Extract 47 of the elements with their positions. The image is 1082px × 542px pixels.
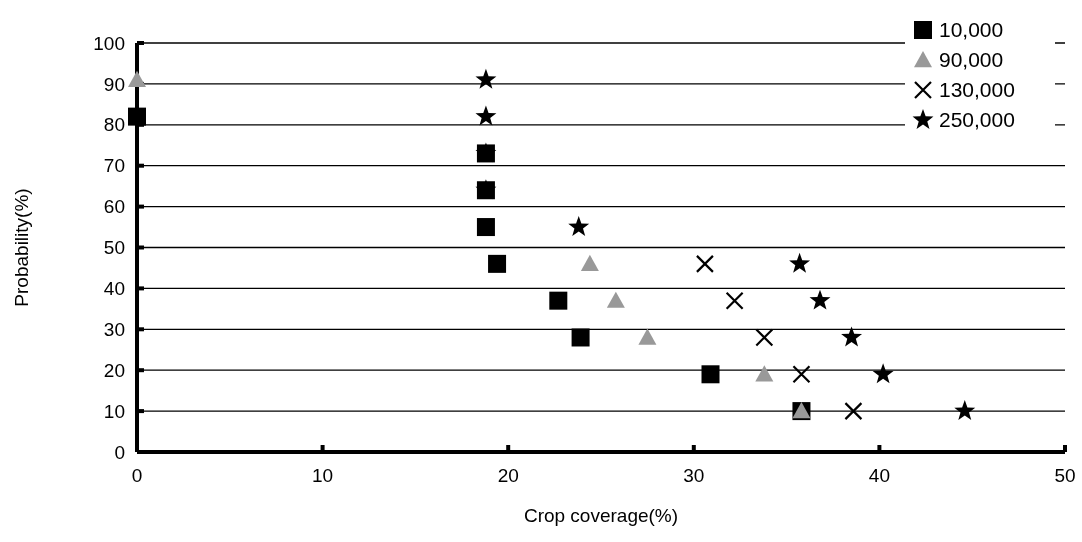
x-axis-title: Crop coverage(%)	[523, 505, 679, 526]
point	[872, 363, 894, 384]
y-tick-label: 10	[103, 400, 125, 422]
y-tick-label: 70	[103, 155, 125, 177]
point	[475, 68, 497, 89]
legend-label: 250,000	[939, 108, 1015, 132]
point	[792, 365, 811, 384]
point	[475, 105, 497, 126]
point	[789, 252, 811, 273]
x-tick-label: 40	[868, 465, 890, 486]
point	[488, 254, 507, 273]
point	[725, 291, 744, 310]
legend-label: 130,000	[939, 78, 1015, 102]
point	[128, 107, 146, 126]
x-tick-label: 10	[312, 465, 334, 486]
point	[606, 291, 625, 308]
x-tick-label: 50	[1054, 465, 1076, 486]
point	[571, 328, 590, 347]
point	[755, 328, 774, 347]
point	[580, 254, 599, 272]
point	[695, 254, 715, 273]
legend-label: 10,000	[939, 18, 1004, 42]
x-tick-label: 0	[131, 465, 143, 486]
point	[568, 216, 590, 236]
y-tick-label: 30	[103, 318, 125, 340]
point	[638, 328, 657, 345]
point	[128, 70, 146, 88]
point	[954, 400, 976, 420]
x-tick-label: 20	[497, 465, 519, 486]
point	[549, 291, 568, 310]
x-tick-label: 30	[683, 465, 705, 486]
point	[755, 365, 774, 382]
y-tick-label: 40	[103, 278, 125, 300]
point	[844, 402, 863, 421]
y-tick-label: 100	[93, 32, 125, 54]
point	[701, 365, 720, 384]
y-tick-label: 50	[103, 237, 125, 259]
y-tick-label: 90	[103, 73, 125, 95]
y-tick-label: 0	[114, 441, 125, 463]
point	[476, 218, 495, 237]
legend-label: 90,000	[939, 48, 1004, 72]
y-axis-title: Probability(%)	[11, 188, 32, 307]
y-tick-label: 20	[103, 359, 125, 381]
point	[809, 289, 831, 310]
y-tick-label: 80	[103, 114, 125, 136]
y-tick-label: 60	[103, 196, 125, 218]
point	[841, 326, 863, 347]
